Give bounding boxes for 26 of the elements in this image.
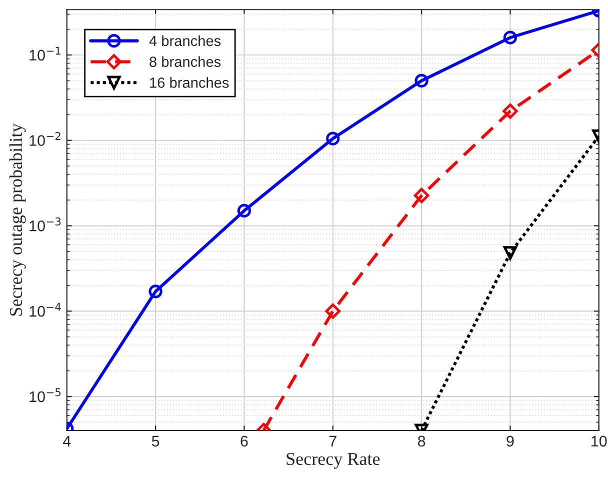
y-tick-label: 10$^{−2}$ (30, 132, 60, 146)
x-tick-label: 10 (592, 436, 607, 447)
point (148, 284, 162, 298)
y-tick-label: 10$^{−3}$ (30, 217, 61, 232)
x-tick-label: 7 (329, 436, 336, 446)
y-axis-title: Secrecy outage probability (9, 123, 26, 316)
x-tick-label: 6 (240, 436, 248, 447)
x-tick-label: 9 (506, 436, 514, 447)
point (237, 204, 252, 218)
point (326, 132, 340, 146)
point (503, 246, 518, 260)
line-series (66, 10, 599, 430)
y-tick-label: 10$^{−4}$ (30, 302, 61, 317)
point (503, 30, 518, 44)
x-tick-label: 8 (418, 436, 426, 447)
point (502, 104, 518, 119)
x-tick-label: 4 (62, 436, 71, 446)
legend-label: 16 branches (150, 77, 229, 88)
point (414, 188, 430, 204)
legend-label: 4 branches (149, 35, 221, 46)
legend-label: 8 branches (150, 56, 221, 67)
y-tick-label: 10$^{−1}$ (30, 46, 60, 61)
y-tick-label: 10$^{−5}$ (30, 388, 61, 402)
x-axis-title: Secrecy Rate (286, 452, 380, 469)
point (414, 74, 428, 88)
x-tick-label: 5 (152, 436, 160, 447)
